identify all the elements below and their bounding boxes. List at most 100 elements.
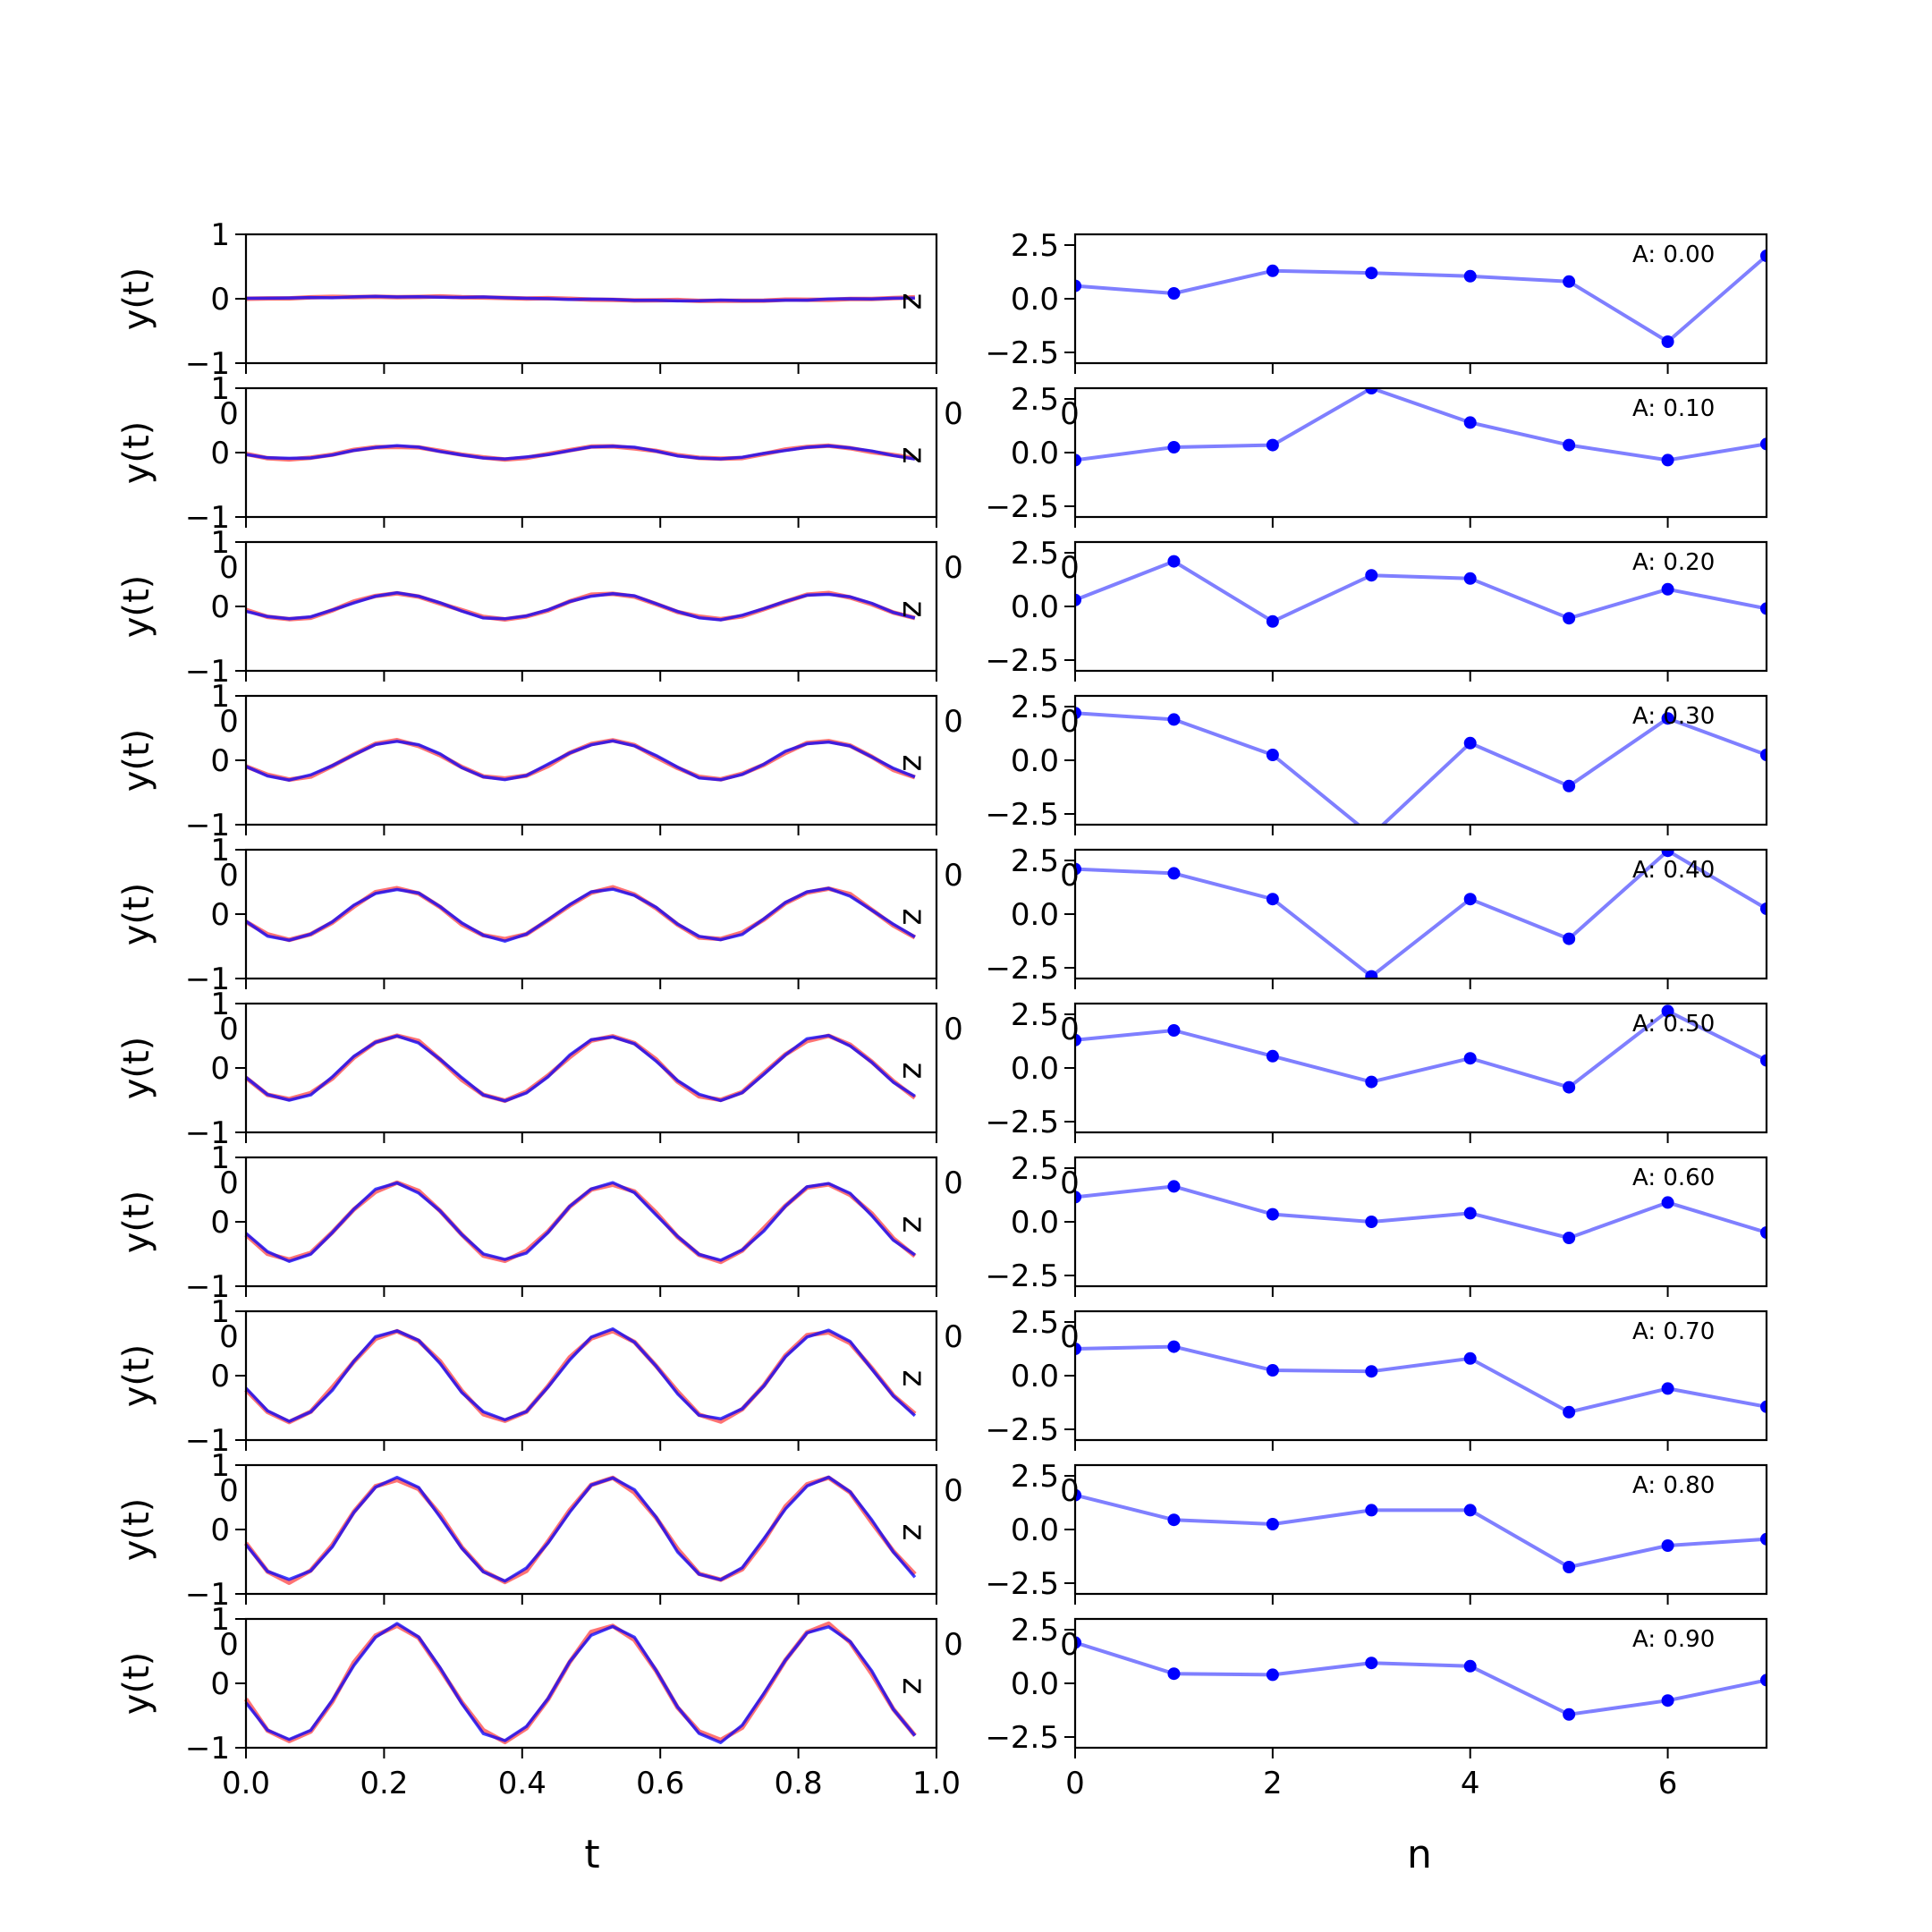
data-point [1266,614,1279,628]
right-y-tick-label: 2.5 [1011,997,1059,1033]
left-x-tick-label: 0.6 [636,1766,684,1801]
prediction-series-line [244,1181,916,1263]
overlap-tick-label: 0 [1060,1473,1080,1509]
right-y-tick-label: 2.5 [1011,690,1059,725]
left-y-tick-label: 0 [210,589,230,625]
right-y-tick-label: 2.5 [1011,843,1059,879]
data-point [1075,593,1081,606]
data-point [1563,1080,1576,1094]
data-point [1075,707,1081,720]
left-axes-frame [244,1309,938,1442]
data-point [1266,1518,1279,1530]
corner-z-mark: z [895,1678,932,1695]
right-y-tick-label: 0.0 [1011,897,1059,933]
right-subplot: 2.5 0.0 −2.5 A: 0.70 0 [985,1305,1768,1451]
right-y-tick-label: −2.5 [985,797,1059,833]
left-y-axis-label: y(t) [116,1037,157,1100]
right-subplot: 2.5 0.0 −2.5 A: 0.40 0 [985,843,1768,989]
left-y-axis-label: y(t) [116,1344,157,1408]
data-point [1463,736,1477,750]
amplitude-annotation: A: 0.60 [1632,1165,1715,1191]
overlap-tick-label: 0 [944,1165,963,1201]
left-y-tick-label: 1 [210,987,230,1022]
left-y-tick-label: 1 [210,217,230,253]
left-x-tick-label: 0.4 [498,1766,547,1801]
corner-z-mark: z [895,1524,932,1541]
data-point [1661,1694,1674,1707]
corner-z-mark: z [895,1370,932,1387]
right-y-tick-label: 0.0 [1011,589,1059,625]
left-axes-frame [244,233,938,365]
right-plot-area [1075,388,1767,467]
right-plot-area [1075,555,1767,628]
data-point [1563,932,1576,945]
right-plot-area [1075,250,1767,348]
right-y-tick-label: −2.5 [985,643,1059,679]
left-x-tick-label: 1.0 [912,1766,961,1801]
overlap-tick-label: 0 [944,1473,963,1509]
left-axes-frame [244,694,938,826]
right-y-tick-label: −2.5 [985,1412,1059,1448]
data-point [1760,602,1767,615]
prediction-series-line [244,1033,916,1103]
left-y-axis-label: y(t) [116,267,157,331]
right-subplot: 2.5 0.0 −2.5 A: 0.50 0 [985,997,1768,1143]
data-point [1266,1049,1279,1063]
right-y-tick-label: −2.5 [985,489,1059,525]
left-y-axis-label: y(t) [116,883,157,946]
series-line [1075,1640,1767,1716]
left-x-tick-label: 0.2 [360,1766,408,1801]
data-point [1463,269,1477,283]
prediction-series-line [245,886,916,943]
right-y-tick-label: 0.0 [1011,282,1059,318]
data-point [1266,893,1279,906]
data-point [1167,287,1181,300]
overlap-tick-label: 0 [219,550,239,586]
data-point [1167,1180,1181,1193]
data-point [1365,970,1378,979]
right-y-tick-label: −2.5 [985,1258,1059,1294]
overlap-tick-label: 0 [1060,550,1080,586]
data-point [1365,1075,1378,1089]
right-subplot: 2.5 0.0 −2.5 A: 0.30 0 [985,690,1768,835]
right-subplot: 0 2 4 6 2.5 0.0 −2.5 A: 0.90 0 [985,1613,1768,1801]
data-point [1167,1024,1181,1037]
series-line [1075,1344,1767,1414]
data-point [1661,850,1674,858]
data-point [1075,279,1081,292]
overlap-tick-label: 0 [944,1319,963,1355]
data-point [1463,1659,1477,1673]
overlap-tick-label: 0 [219,1012,239,1047]
overlap-tick-label: 0 [219,396,239,432]
left-y-tick-label: 0 [210,1513,230,1548]
data-point [1661,453,1674,467]
overlap-tick-label: 0 [944,1012,963,1047]
right-y-tick-label: −2.5 [985,1105,1059,1140]
right-y-tick-label: 0.0 [1011,1205,1059,1241]
data-point [1266,1208,1279,1221]
right-axes-frame [1073,386,1768,519]
data-point [1760,250,1767,262]
amplitude-annotation: A: 0.50 [1632,1011,1715,1038]
data-point [1075,453,1081,467]
right-plot-area [1075,1340,1767,1419]
right-y-tick-label: −2.5 [985,951,1059,987]
data-point [1563,612,1576,625]
left-y-tick-label: −1 [185,654,230,690]
left-axes-frame [244,1463,938,1596]
left-y-axis-label: y(t) [116,1191,157,1254]
corner-z-mark: z [895,447,932,464]
right-x-tick-label: 2 [1263,1766,1283,1801]
data-point [1563,1405,1576,1419]
data-point [1760,1054,1767,1067]
right-x-tick-label: 4 [1461,1766,1480,1801]
data-point [1563,438,1576,452]
overlap-tick-label: 0 [1060,1012,1080,1047]
left-y-tick-label: 0 [210,282,230,318]
data-point [1760,749,1767,761]
data-point [1563,1561,1576,1573]
overlap-tick-label: 0 [1060,858,1080,894]
